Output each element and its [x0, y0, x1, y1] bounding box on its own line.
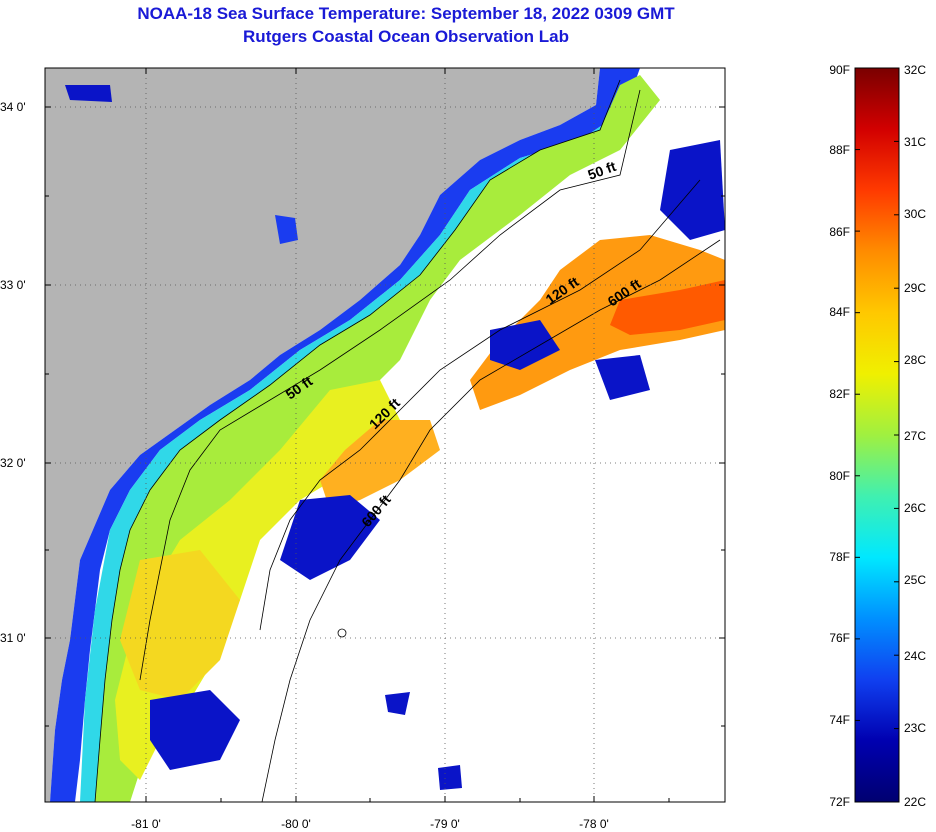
- sst-data-layer: [50, 68, 725, 802]
- map-plot-area: 50 ft 50 ft 120 ft 120 ft 600 ft 600 ft: [45, 68, 725, 802]
- map-title: NOAA-18 Sea Surface Temperature: Septemb…: [137, 4, 675, 23]
- colorbar-c-label: 25C: [904, 573, 926, 587]
- lat-label: 34 0': [0, 100, 26, 114]
- colorbar-c-label: 24C: [904, 649, 926, 663]
- lon-label: -79 0': [430, 817, 460, 831]
- sst-offshore-cold-patch: [438, 765, 462, 790]
- colorbar-c-label: 26C: [904, 501, 926, 515]
- lat-label: 32 0': [0, 456, 26, 470]
- colorbar: [854, 67, 900, 803]
- sst-shelf-yellow-south: [120, 550, 240, 700]
- colorbar-f-label: 74F: [829, 713, 850, 727]
- colorbar-c-label: 27C: [904, 429, 926, 443]
- sst-warm-lobe: [320, 420, 440, 510]
- sst-coastal-cold-band: [50, 68, 640, 802]
- axis-ticks: [45, 68, 725, 802]
- sst-offshore-cold-patch: [385, 692, 410, 715]
- colorbar-f-label: 88F: [829, 143, 850, 157]
- sst-offshore-cold-patch: [280, 495, 380, 580]
- colorbar-f-label: 76F: [829, 631, 850, 645]
- sst-offshore-cold-patch: [65, 85, 112, 102]
- sst-gulfstream-red: [610, 280, 725, 335]
- colorbar-f-label: 86F: [829, 225, 850, 239]
- colorbar-c-label: 30C: [904, 207, 926, 221]
- colorbar-f-label: 84F: [829, 305, 850, 319]
- lon-label: -78 0': [579, 817, 609, 831]
- colorbar-f-label: 80F: [829, 469, 850, 483]
- map-subtitle: Rutgers Coastal Ocean Observation Lab: [243, 27, 569, 46]
- colorbar-ticks: [855, 140, 899, 730]
- island-outline: [337, 628, 347, 638]
- sst-offshore-cold-patch: [490, 320, 560, 370]
- colorbar-f-label: 90F: [829, 63, 850, 77]
- colorbar-f-label: 78F: [829, 550, 850, 564]
- sst-offshore-cold-patch: [660, 140, 725, 240]
- colorbar-f-label: 72F: [829, 795, 850, 809]
- lon-label: -81 0': [131, 817, 161, 831]
- colorbar-f-label: 82F: [829, 387, 850, 401]
- colorbar-c-label: 32C: [904, 63, 926, 77]
- lat-label: 31 0': [0, 631, 26, 645]
- land-mass: [45, 68, 600, 802]
- lat-label: 33 0': [0, 278, 26, 292]
- colorbar-c-label: 28C: [904, 353, 926, 367]
- contour-120ft: [259, 179, 701, 631]
- sst-offshore-cold-patch: [150, 690, 240, 770]
- colorbar-c-label: 31C: [904, 135, 926, 149]
- lon-label: -80 0': [281, 817, 311, 831]
- sst-offshore-cold-patch: [595, 355, 650, 400]
- contour-50ft: [139, 89, 641, 681]
- sst-offshore-cold-patch: [275, 215, 298, 244]
- contour-600ft: [261, 239, 721, 802]
- coastline: [94, 79, 621, 802]
- colorbar-c-label: 29C: [904, 281, 926, 295]
- map-frame: [44, 67, 726, 803]
- colorbar-c-label: 23C: [904, 721, 926, 735]
- graticule: [45, 68, 725, 802]
- colorbar-c-label: 22C: [904, 795, 926, 809]
